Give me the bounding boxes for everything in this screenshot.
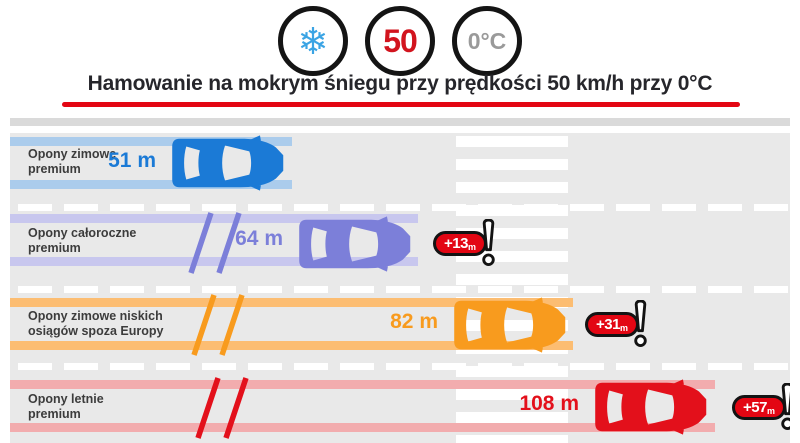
road: Opony zimowe premium Opony całoroczne pr… [10, 133, 790, 443]
car-icon-summer-premium [595, 379, 707, 435]
snowflake-icon: ❄ [297, 19, 329, 63]
break-marks-icon [191, 294, 245, 356]
tire-label-winter-premium: Opony zimowe premium [28, 147, 117, 176]
car-icon-winter-premium [172, 135, 284, 191]
temperature-value: 0°C [467, 27, 507, 54]
exclamation-icon [634, 300, 647, 347]
road-edge-band [10, 118, 790, 126]
braking-bar-budget-winter [10, 298, 573, 350]
speed-badge: 50 [365, 6, 435, 76]
distance-value: 82 m [390, 310, 438, 333]
break-marks-icon [188, 212, 242, 274]
page-title: Hamowanie na mokrym śniegu przy prędkośc… [87, 72, 713, 95]
extra-distance-badge: +31 m [585, 300, 655, 362]
lane-divider [10, 363, 790, 370]
exclamation-icon [781, 383, 790, 430]
braking-bar-winter-premium [10, 137, 292, 189]
distance-value: 51 m [108, 149, 156, 172]
condition-icons: ❄ 50 0°C [0, 6, 800, 76]
tire-label-allseason-premium: Opony całoroczne premium [28, 226, 137, 255]
extra-distance-badge: +57 m [732, 383, 790, 443]
title-underline [62, 102, 740, 107]
break-marks-icon [195, 377, 249, 439]
distance-value: 64 m [235, 227, 283, 250]
temperature-badge: 0°C [452, 6, 522, 76]
exclamation-icon [482, 219, 495, 266]
snow-condition-badge: ❄ [278, 6, 348, 76]
lane-divider [10, 286, 790, 293]
extra-distance-badge: +13 m [433, 219, 503, 281]
lane-divider [10, 204, 790, 211]
braking-bar-allseason-premium [10, 214, 418, 266]
tire-label-summer-premium: Opony letnie premium [28, 392, 104, 421]
distance-value: 108 m [519, 392, 579, 415]
braking-bar-summer-premium [10, 380, 715, 432]
car-icon-allseason-premium [299, 216, 411, 272]
tire-label-budget-winter: Opony zimowe niskich osiągów spoza Europ… [28, 309, 164, 338]
speed-value: 50 [383, 22, 418, 59]
car-icon-budget-winter [454, 297, 566, 353]
